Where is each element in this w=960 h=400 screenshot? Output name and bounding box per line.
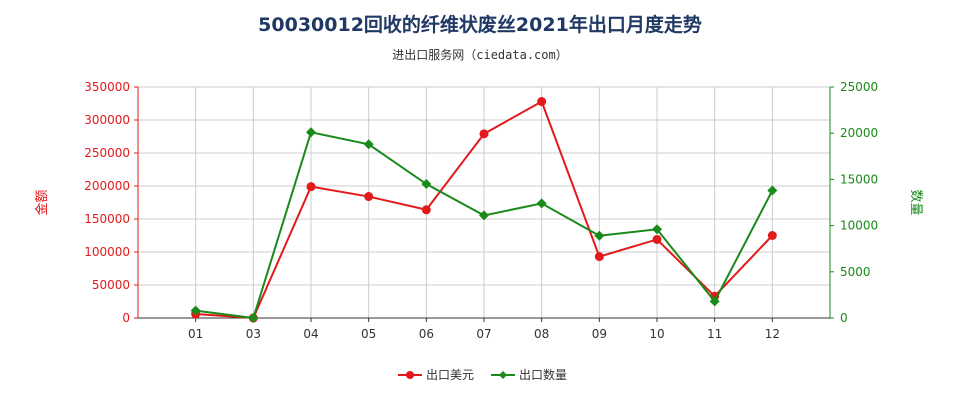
data-point-value [652, 234, 662, 244]
x-tick-label: 07 [476, 327, 491, 341]
data-point-quantity [248, 313, 259, 323]
data-point-quantity [306, 127, 316, 138]
x-tick-label: 12 [765, 327, 780, 341]
y-tick-label-left: 250000 [84, 146, 130, 160]
data-point-value [594, 252, 604, 262]
chart-subtitle: 进出口服务网（ciedata.com） [392, 48, 568, 62]
data-point-quantity [421, 179, 432, 190]
y-tick-label-right: 0 [840, 311, 848, 325]
x-tick-label: 05 [361, 327, 376, 341]
y-tick-label-left: 0 [122, 311, 130, 325]
data-point-quantity [363, 139, 374, 150]
x-tick-label: 03 [246, 327, 261, 341]
data-point-quantity [190, 305, 201, 316]
y-tick-label-right: 15000 [840, 172, 878, 186]
x-tick-label: 04 [303, 327, 318, 341]
data-point-value [421, 205, 431, 215]
x-tick-label: 11 [707, 327, 722, 341]
y-tick-label-left: 150000 [84, 212, 130, 226]
x-tick-label: 10 [649, 327, 664, 341]
legend-marker [499, 371, 507, 379]
data-point-value [479, 129, 489, 139]
data-point-value [364, 192, 374, 202]
x-tick-label: 09 [592, 327, 607, 341]
y-tick-label-left: 50000 [92, 278, 130, 292]
x-tick-label: 06 [419, 327, 434, 341]
y-tick-label-left: 300000 [84, 113, 130, 127]
legend-label: 出口美元 [426, 368, 474, 382]
chart-title: 50030012回收的纤维状废丝2021年出口月度走势 [258, 14, 702, 36]
y-axis-title-left: 金额 [34, 189, 50, 215]
y-tick-label-right: 20000 [840, 126, 878, 140]
x-tick-label: 01 [188, 327, 203, 341]
y-axis-title-right: 数量 [908, 189, 923, 215]
data-point-quantity [709, 296, 720, 307]
x-tick-label: 08 [534, 327, 549, 341]
data-point-value [537, 97, 547, 107]
y-tick-label-left: 200000 [84, 179, 130, 193]
data-point-value [767, 231, 777, 240]
y-tick-label-right: 25000 [840, 80, 878, 94]
legend-label: 出口数量 [519, 367, 567, 382]
y-tick-label-left: 350000 [84, 80, 130, 94]
y-tick-label-right: 5000 [840, 265, 871, 279]
data-point-value [306, 182, 316, 192]
data-point-quantity [479, 210, 489, 221]
data-point-quantity [594, 230, 605, 241]
y-tick-label-right: 10000 [840, 219, 878, 233]
data-point-quantity [536, 198, 547, 209]
data-point-quantity [652, 224, 662, 235]
y-tick-label-left: 100000 [84, 245, 130, 259]
data-point-quantity [767, 185, 778, 196]
legend-marker [406, 371, 414, 379]
